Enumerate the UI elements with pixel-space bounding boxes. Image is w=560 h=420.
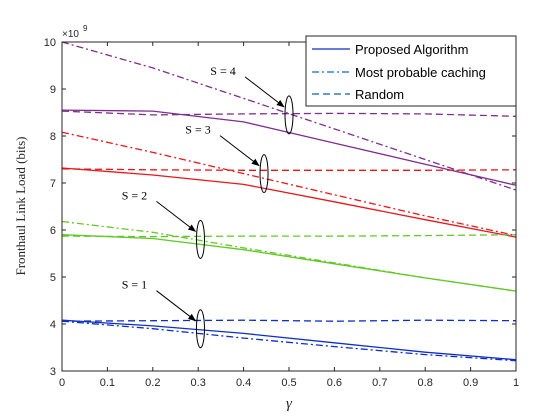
series-line-s-2-proposed-algorithm [61, 234, 517, 292]
legend: Proposed Algorithm Most probable caching… [305, 35, 517, 107]
x-tick-label: 0.8 [418, 377, 433, 389]
annotation-arrow-s-2 [156, 201, 197, 232]
y-tick-label: 6 [50, 225, 56, 237]
annotation-arrow-s-4 [244, 76, 285, 108]
annotation-ellipse-s-4 [284, 95, 294, 135]
series-line-s-1-random [61, 319, 517, 322]
y-tick-label: 8 [50, 131, 56, 143]
x-tick-label: 0.9 [463, 377, 478, 389]
x-tick-label: 0.1 [100, 377, 115, 389]
x-tick-label: 0.4 [236, 377, 251, 389]
y-tick-label: 4 [50, 319, 56, 331]
annotation-label-s-3: S = 3 [185, 123, 210, 137]
series-line-s-3-proposed-algorithm [61, 167, 517, 238]
series-line-s-1-proposed-algorithm [61, 319, 517, 361]
annotation-ellipse-s-3 [259, 154, 269, 194]
legend-label-proposed: Proposed Algorithm [355, 42, 468, 57]
tick-layer: 0 0.1 0.2 0.3 0.4 0.5 0.6 0.7 0.8 0.9 1 3 4 5 6 7 8 9 10 [44, 37, 519, 389]
annotation-label-s-2: S = 2 [122, 188, 147, 202]
y-tick-label: 10 [44, 37, 56, 49]
x-axis-label: γ [286, 396, 293, 412]
series-line-s-4-proposed-algorithm [61, 109, 517, 186]
series-line-s-3-most-probable-caching [61, 131, 517, 237]
x-tick-label: 0 [59, 377, 65, 389]
x-tick-label: 0.5 [281, 377, 296, 389]
series-line-s-1-most-probable-caching [61, 320, 517, 362]
legend-label-random: Random [355, 87, 404, 102]
y-tick-label: 9 [50, 84, 56, 96]
annotation-label-s-4: S = 4 [210, 64, 235, 78]
x-tick-label: 0.6 [327, 377, 342, 389]
annotation-arrow-s-1 [156, 290, 197, 322]
series-line-s-4-most-probable-caching [61, 41, 517, 191]
annotation-arrow-s-3 [219, 135, 260, 167]
y-tick-label: 7 [50, 178, 56, 190]
y-tick-label: 3 [50, 366, 56, 378]
y-axis-label: Fronthaul Link Load (bits) [13, 136, 28, 275]
annotation-ellipse-s-2 [195, 219, 205, 259]
series-line-s-3-random [61, 168, 517, 171]
series-layer [61, 41, 517, 362]
y-exponent-base: ×10 [62, 29, 79, 40]
series-line-s-2-most-probable-caching [61, 220, 517, 292]
x-tick-label: 1 [513, 377, 519, 389]
x-tick-label: 0.7 [372, 377, 387, 389]
x-tick-label: 0.2 [145, 377, 160, 389]
series-line-s-2-random [61, 234, 517, 238]
legend-label-most-probable: Most probable caching [355, 65, 486, 80]
annotation-label-s-1: S = 1 [122, 278, 147, 292]
y-exponent-power: 9 [83, 24, 88, 33]
x-tick-label: 0.3 [191, 377, 206, 389]
y-tick-label: 5 [50, 272, 56, 284]
annotation-ellipse-s-1 [195, 309, 205, 349]
series-line-s-4-random [61, 110, 517, 117]
annotation-layer: S = 4 S = 3 S = 2 S = 1 [122, 64, 294, 349]
